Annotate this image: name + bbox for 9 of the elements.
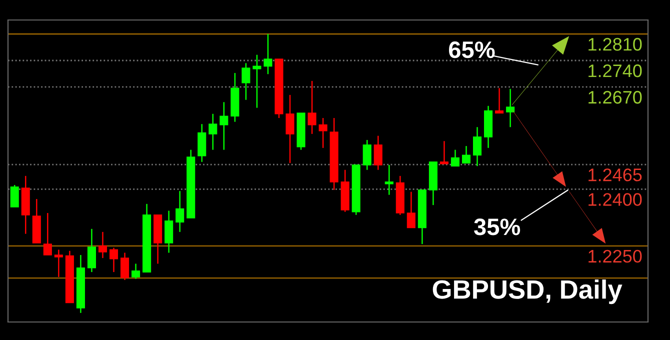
- y-tick-label: 1.2670: [588, 90, 642, 104]
- y-tick-label: 1.2810: [588, 38, 642, 51]
- annotation: GBPUSD, Daily: [432, 280, 622, 304]
- y-tick-label: 1.2400: [588, 193, 642, 206]
- annotation: 65%: [448, 41, 495, 58]
- y-tick-label: 1.2250: [588, 250, 642, 263]
- y-tick-label: 1.2740: [588, 64, 642, 78]
- y-tick-label: 1.2465: [588, 168, 642, 182]
- annotation: 35%: [474, 218, 520, 236]
